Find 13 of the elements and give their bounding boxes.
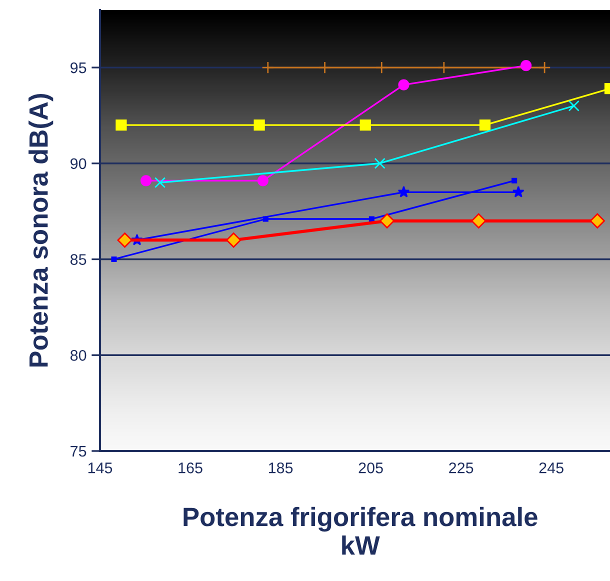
y-tick-label: 85 — [70, 254, 86, 265]
x-axis-title: Potenza frigorifera nominale kW — [184, 506, 538, 555]
x-tick-label: 245 — [539, 462, 564, 474]
x-tick-label: 145 — [88, 462, 112, 474]
x-tick-label: 205 — [358, 462, 383, 474]
x-tick-label: 165 — [178, 462, 202, 474]
y-tick-label: 80 — [70, 350, 86, 361]
y-axis-title: Potenza sonora dB(A) — [28, 94, 54, 367]
x-tick-label: 185 — [268, 462, 293, 474]
y-tick-label: 95 — [70, 62, 86, 74]
x-tick-label: 225 — [449, 462, 474, 474]
y-tick-label: 75 — [70, 446, 86, 457]
y-tick-label: 90 — [70, 158, 86, 170]
